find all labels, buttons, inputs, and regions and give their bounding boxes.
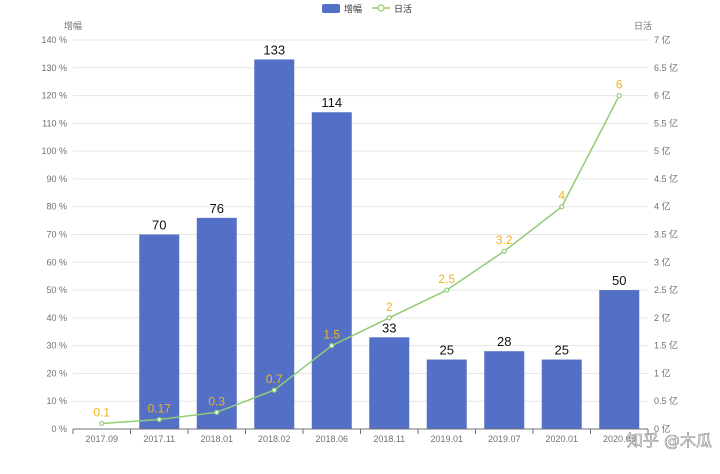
line-point [329, 343, 335, 349]
x-tick-label: 2018.02 [258, 434, 291, 444]
y-right-tick-label: 2.5 亿 [654, 284, 678, 295]
y-left-tick-label: 110 % [42, 118, 67, 128]
y-left-axis-name: 增幅 [64, 20, 82, 31]
y-left-tick-label: 10 % [46, 396, 67, 406]
y-left-tick-label: 40 % [46, 313, 67, 323]
bar-data-label: 28 [497, 334, 511, 349]
legend[interactable]: 增幅 日活 [322, 3, 412, 14]
line-point [214, 409, 220, 415]
line-data-label: 0.3 [208, 394, 225, 408]
bar [484, 351, 525, 429]
y-right-tick-label: 5.5 亿 [654, 117, 678, 128]
y-left-tick-label: 80 % [46, 202, 67, 212]
line-point [559, 204, 565, 210]
x-tick-label: 2019.01 [430, 434, 463, 444]
line-point [156, 416, 162, 423]
bar [369, 337, 410, 429]
axes: 0 % 0 亿 10 % 0.5 亿 20 % 1 亿 30 % 1.5 亿 40 % 2 亿 50… [41, 20, 678, 444]
bar-data-label: 70 [152, 218, 166, 233]
line-data-label: 0.17 [148, 402, 172, 416]
y-left-tick-label: 100 % [41, 146, 67, 156]
bar-series [139, 59, 640, 429]
bar-data-label: 114 [321, 95, 342, 110]
x-tick-label: 2017.11 [143, 434, 175, 444]
y-left-tick-label: 30 % [46, 341, 67, 351]
legend-swatch-bar [322, 4, 340, 13]
y-left-tick-label: 0 % [51, 424, 67, 434]
x-tick-label: 2019.07 [488, 434, 521, 444]
bar [426, 359, 467, 429]
y-left-tick-label: 20 % [46, 368, 67, 378]
y-right-tick-label: 1.5 亿 [654, 340, 678, 351]
bar [311, 112, 352, 429]
bar [599, 290, 640, 429]
y-right-tick-label: 5 亿 [654, 145, 671, 156]
y-right-tick-label: 1 亿 [654, 367, 671, 378]
line-point [386, 315, 392, 321]
line-data-label: 1.5 [323, 328, 340, 342]
line-path [101, 95, 620, 425]
y-right-axis-name: 日活 [634, 20, 652, 31]
y-right-tick-label: 0.5 亿 [654, 395, 678, 406]
bar-data-label: 33 [382, 320, 396, 335]
line-data-label: 6 [616, 78, 623, 92]
bar-data-label: 133 [263, 42, 285, 57]
x-tick-label: 2020.08 [603, 434, 636, 444]
data-labels: 70 76 133 114 33 25 28 25 50 0.1 0.17 0.3 0.7 1.5 2 2.5… [93, 42, 626, 419]
y-left-tick-label: 50 % [46, 285, 67, 295]
y-left-tick-label: 140 % [41, 35, 67, 45]
bar-data-label: 76 [210, 201, 224, 216]
line-data-label: 4 [558, 189, 565, 203]
y-right-tick-label: 2 亿 [654, 312, 671, 323]
y-right-tick-label: 6.5 亿 [654, 62, 678, 73]
y-left-tick-label: 60 % [46, 257, 67, 267]
y-right-tick-label: 3.5 亿 [654, 229, 678, 240]
line-point [501, 248, 507, 254]
watermark: 知乎 @木瓜 [627, 431, 712, 450]
y-left-tick-label: 70 % [46, 230, 67, 240]
y-right-tick-label: 3 亿 [654, 256, 671, 267]
y-right-tick-label: 4.5 亿 [654, 173, 678, 184]
x-tick-label: 2018.06 [315, 434, 348, 444]
bar [139, 234, 180, 429]
x-tick-label: 2018.11 [373, 434, 405, 444]
bar [254, 59, 295, 429]
bar-data-label: 25 [440, 343, 454, 358]
y-right-tick-label: 0 亿 [654, 423, 671, 434]
legend-label-bar: 增幅 [344, 3, 362, 14]
legend-label-line: 日活 [394, 3, 412, 14]
y-right-tick-label: 6 亿 [654, 90, 671, 101]
line-data-label: 2.5 [438, 272, 455, 286]
x-tick-label: 2017.09 [85, 434, 118, 444]
bar [541, 359, 582, 429]
line-point [616, 92, 622, 99]
bar-data-label: 25 [555, 343, 569, 358]
line-data-label: 3.2 [496, 233, 513, 247]
line-point [99, 420, 105, 427]
y-left-tick-label: 90 % [46, 174, 67, 184]
bar [196, 217, 237, 429]
y-right-tick-label: 7 亿 [654, 34, 671, 45]
line-point [444, 287, 450, 293]
line-data-label: 2 [386, 300, 393, 314]
y-left-tick-label: 130 % [41, 63, 67, 73]
y-right-tick-label: 4 亿 [654, 201, 671, 212]
legend-swatch-point [377, 4, 385, 12]
x-tick-label: 2020.01 [545, 434, 578, 444]
y-left-tick-label: 120 % [41, 91, 67, 101]
line-data-label: 0.1 [93, 405, 110, 419]
line-point [271, 387, 277, 393]
line-series [99, 92, 622, 427]
x-tick-label: 2018.01 [200, 434, 233, 444]
line-data-label: 0.7 [266, 372, 283, 386]
bar-data-label: 50 [612, 273, 626, 288]
